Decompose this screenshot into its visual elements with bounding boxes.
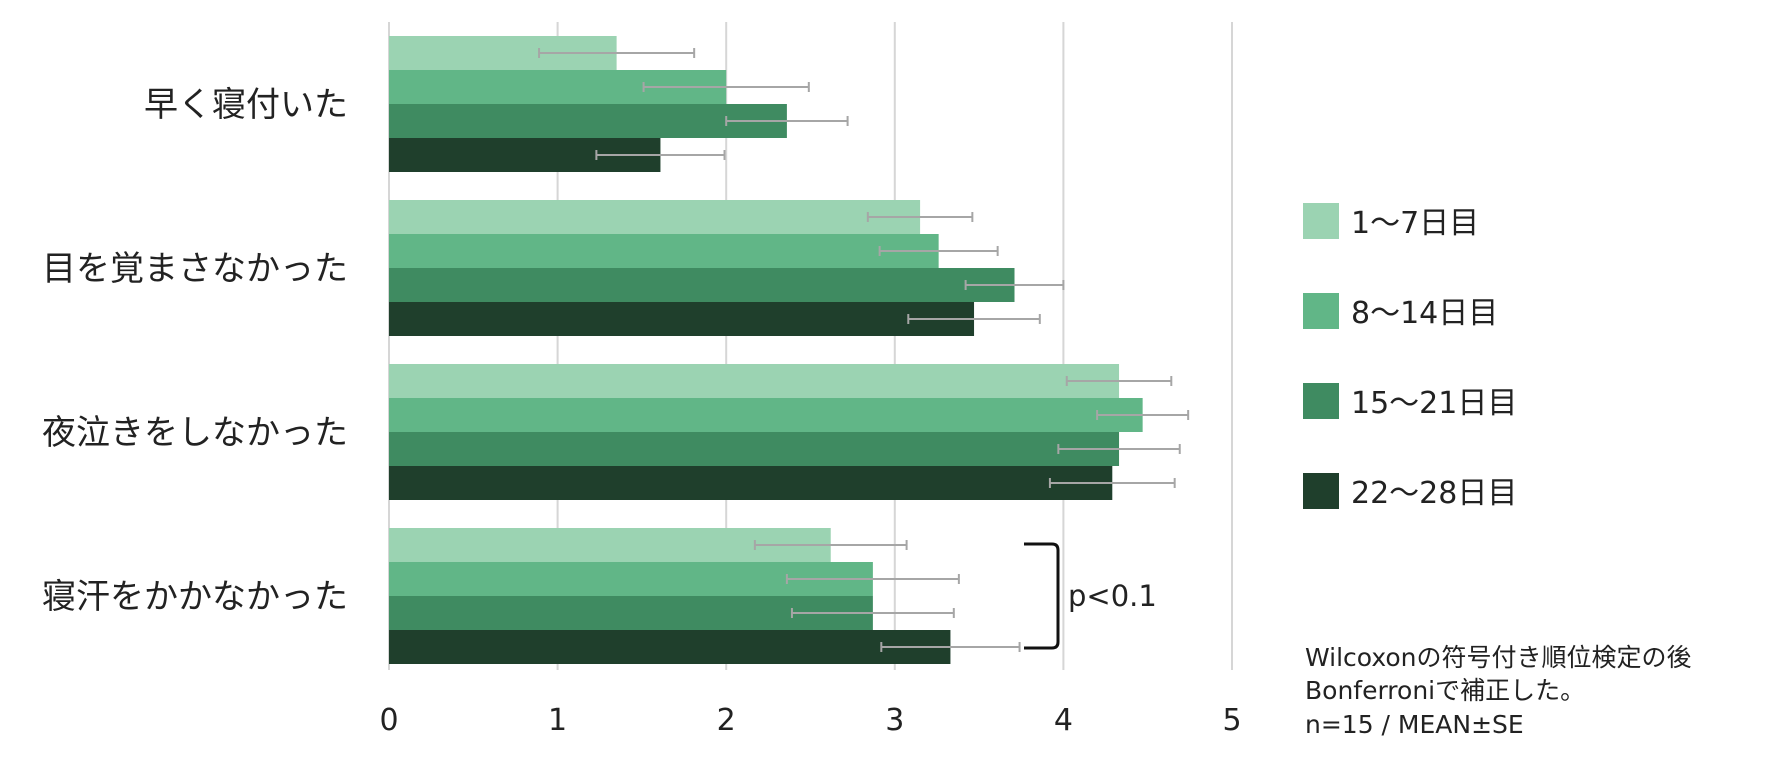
error-bar xyxy=(790,608,955,618)
bar xyxy=(389,104,787,138)
error-bar xyxy=(538,48,696,58)
error-bar xyxy=(642,82,810,92)
legend-swatch xyxy=(1303,383,1339,419)
legend-item: 1〜7日目 xyxy=(1303,203,1479,241)
category-label: 早く寝付いた xyxy=(144,85,348,125)
legend-label: 8〜14日目 xyxy=(1351,296,1498,331)
x-tick-label: 4 xyxy=(1054,703,1073,738)
bar xyxy=(389,302,975,336)
footnote-line-3: n=15 / MEAN±SE xyxy=(1305,710,1524,739)
error-bar xyxy=(878,246,999,256)
bar xyxy=(389,432,1120,466)
error-bar xyxy=(964,280,1065,290)
error-bars xyxy=(538,48,1190,652)
category-label: 寝汗をかかなかった xyxy=(42,577,348,617)
error-bar xyxy=(1048,478,1176,488)
bar xyxy=(389,364,1120,398)
legend: 1〜7日目 8〜14日目 15〜21日目 22〜28日目 xyxy=(1303,203,1517,511)
error-bar xyxy=(595,150,726,160)
legend-item: 15〜21日目 xyxy=(1303,383,1517,421)
x-tick-label: 1 xyxy=(548,703,567,738)
category-label: 夜泣きをしなかった xyxy=(42,413,348,453)
legend-item: 8〜14日目 xyxy=(1303,293,1498,331)
bar xyxy=(389,268,1015,302)
error-bar xyxy=(1065,376,1173,386)
legend-label: 15〜21日目 xyxy=(1351,386,1517,421)
footnote: Wilcoxonの符号付き順位検定の後 Bonferroniで補正した。 n=1… xyxy=(1305,643,1692,739)
legend-swatch xyxy=(1303,293,1339,329)
legend-swatch xyxy=(1303,203,1339,239)
x-tick-label: 5 xyxy=(1222,703,1241,738)
legend-label: 1〜7日目 xyxy=(1351,206,1479,241)
error-bar xyxy=(880,642,1021,652)
footnote-line-2: Bonferroniで補正した。 xyxy=(1305,676,1585,705)
legend-label: 22〜28日目 xyxy=(1351,476,1517,511)
error-bar xyxy=(866,212,974,222)
bar xyxy=(389,630,951,664)
significance-label: p<0.1 xyxy=(1068,579,1157,613)
bar xyxy=(389,234,939,268)
legend-swatch xyxy=(1303,473,1339,509)
error-bar xyxy=(725,116,849,126)
x-tick-label: 3 xyxy=(885,703,904,738)
x-tick-label: 2 xyxy=(717,703,736,738)
category-label: 目を覚まさなかった xyxy=(42,249,348,289)
significance-bracket xyxy=(1024,542,1060,650)
bar xyxy=(389,466,1113,500)
error-bar xyxy=(1096,410,1190,420)
legend-item: 22〜28日目 xyxy=(1303,473,1517,511)
bar xyxy=(389,398,1143,432)
significance-annotation: p<0.1 xyxy=(1024,542,1157,650)
error-bar xyxy=(1057,444,1181,454)
footnote-line-1: Wilcoxonの符号付き順位検定の後 xyxy=(1305,643,1692,672)
bar xyxy=(389,200,921,234)
bars xyxy=(389,36,1143,664)
error-bar xyxy=(907,314,1041,324)
error-bar xyxy=(753,540,908,550)
error-bar xyxy=(785,574,960,584)
x-tick-labels: 0 1 2 3 4 5 xyxy=(379,703,1241,738)
x-tick-label: 0 xyxy=(379,703,398,738)
